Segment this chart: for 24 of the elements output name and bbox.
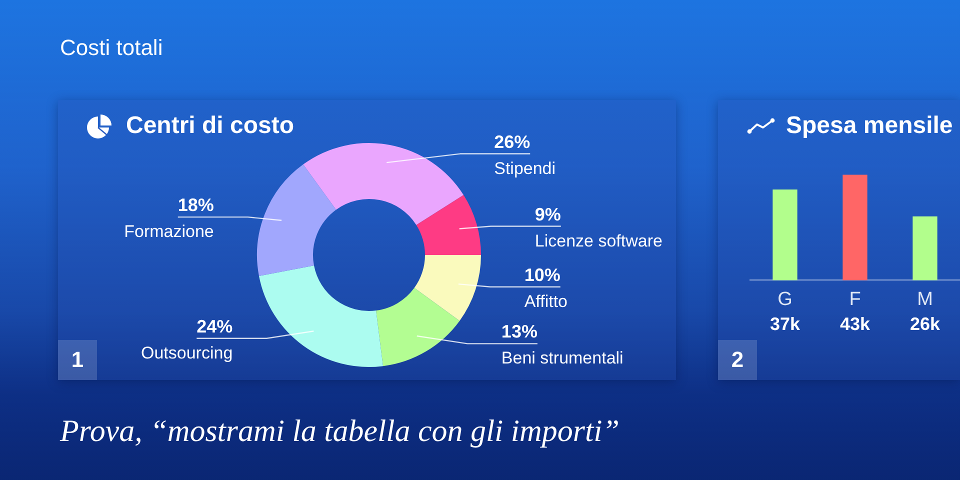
text: 2 [731, 347, 744, 373]
data-label: 18% [178, 195, 214, 216]
data-label: 13% [501, 322, 538, 342]
chart-title: Centri di costo [126, 111, 294, 141]
data-label: 10% [524, 264, 560, 285]
x-tick-label: G [778, 288, 792, 310]
data-label: 24% [196, 316, 233, 336]
text: Costi totali [60, 34, 163, 62]
slice-label: Outsourcing [141, 343, 233, 362]
slice-label: Stipendi [494, 158, 556, 178]
slice-label: Formazione [124, 222, 214, 242]
data-label: 43k [840, 314, 871, 334]
data-label: 26k [910, 314, 941, 334]
text: 1 [71, 347, 84, 373]
x-tick-label: F [849, 288, 861, 310]
data-label: 9% [534, 204, 561, 224]
text: Prova, “mostrami la tabella con gli importi” [60, 412, 620, 450]
slice-label: Licenze software [534, 231, 662, 250]
slice-label: Affitto [524, 292, 568, 311]
data-label: 26% [494, 132, 530, 152]
chart-title: Spesa mensile [786, 111, 953, 141]
slice-label: Beni strumentali [501, 348, 624, 368]
x-tick-label: M [917, 288, 933, 310]
data-label: 37k [770, 314, 801, 334]
